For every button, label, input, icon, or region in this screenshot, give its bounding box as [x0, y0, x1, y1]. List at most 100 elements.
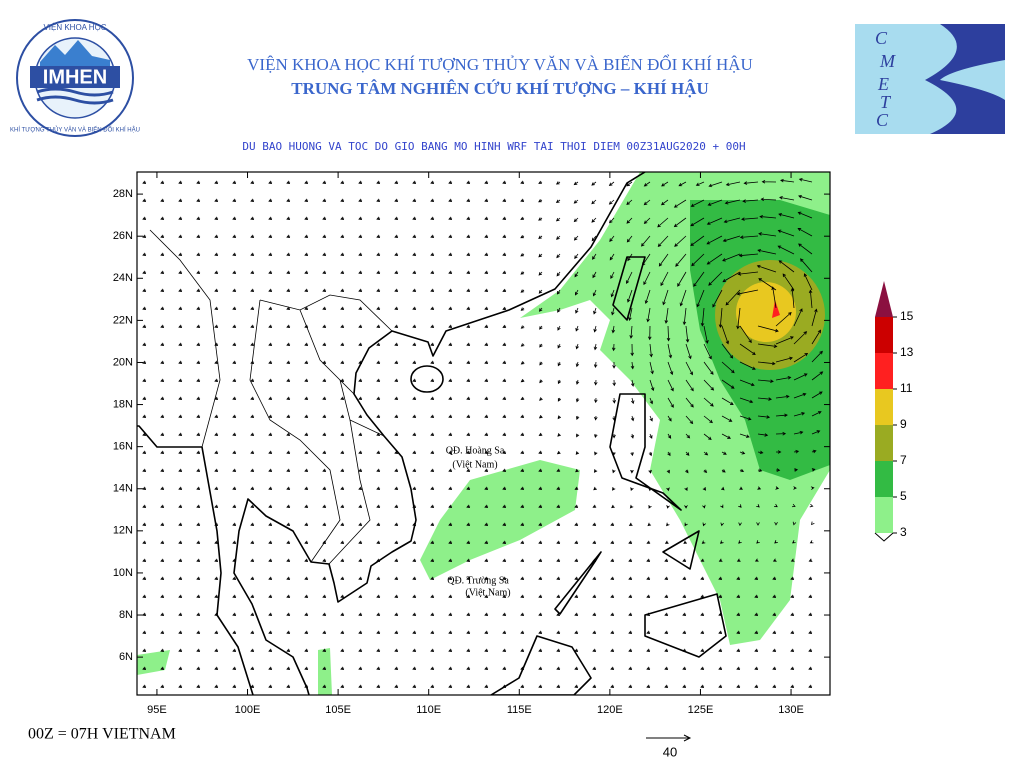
wind-arrow — [649, 415, 653, 422]
wind-arrow — [214, 684, 219, 688]
wind-arrow — [592, 504, 597, 508]
wind-arrow — [575, 307, 579, 314]
wind-arrow — [556, 271, 561, 277]
wind-arrow — [304, 540, 309, 544]
wind-arrow — [555, 181, 561, 185]
wind-arrow — [630, 415, 635, 422]
wind-arrow — [673, 217, 687, 228]
wind-arrow — [646, 307, 651, 323]
wind-arrow — [608, 217, 615, 224]
wind-arrow — [610, 558, 615, 562]
wind-arrow — [502, 612, 507, 616]
wind-arrow — [641, 235, 651, 247]
wind-arrow — [754, 612, 759, 616]
wind-arrow — [720, 504, 724, 509]
wind-arrow — [593, 486, 597, 491]
colorbar-segment — [875, 425, 893, 461]
wind-arrow — [693, 271, 705, 287]
wind-arrow — [232, 252, 237, 256]
wind-arrow — [268, 180, 273, 184]
wind-arrow — [232, 666, 237, 670]
wind-arrow — [286, 432, 291, 436]
wind-arrow — [539, 379, 543, 384]
wind-arrow — [757, 379, 774, 383]
place-label: QĐ. Trường Sa — [447, 575, 509, 586]
wind-arrow — [448, 558, 453, 562]
wind-arrow — [484, 216, 489, 220]
logo-letter: E — [877, 74, 889, 94]
wind-arrow — [484, 666, 489, 670]
wind-arrow — [250, 180, 255, 184]
wind-arrow — [304, 378, 309, 382]
wind-arrow — [538, 271, 543, 276]
wind-arrow — [412, 630, 417, 634]
wind-arrow — [286, 486, 291, 490]
wind-arrow — [430, 198, 435, 202]
wind-arrow — [196, 450, 201, 454]
wind-arrow — [178, 324, 183, 328]
wind-arrow — [557, 307, 561, 313]
time-note: 00Z = 07H VIETNAM — [28, 726, 176, 743]
wind-arrow — [703, 415, 713, 424]
wind-arrow — [286, 378, 291, 382]
wind-arrow — [250, 288, 255, 292]
wind-arrow — [628, 648, 633, 652]
wind-arrow — [232, 522, 237, 526]
wind-arrow — [250, 234, 255, 238]
wind-arrow — [142, 540, 147, 544]
wind-arrow — [809, 503, 814, 508]
wind-arrow — [448, 486, 453, 490]
wind-arrow — [322, 504, 327, 508]
wind-arrow — [539, 397, 543, 401]
wind-arrow — [739, 235, 759, 239]
wind-arrow — [466, 468, 471, 472]
wind-arrow — [611, 307, 615, 316]
wind-arrow — [232, 216, 237, 220]
wind-arrow — [772, 612, 777, 616]
wind-arrow — [178, 198, 183, 202]
wind-arrow — [736, 558, 741, 562]
wind-arrow — [466, 612, 471, 616]
wind-arrow — [539, 325, 543, 330]
wind-arrow — [608, 199, 615, 205]
wind-arrow — [412, 234, 417, 238]
wind-arrow — [412, 576, 417, 580]
wind-arrow — [340, 288, 345, 292]
wind-arrow — [142, 234, 147, 238]
wind-arrow — [322, 450, 327, 454]
wind-arrow — [430, 342, 435, 346]
wind-arrow — [322, 198, 327, 202]
colorbar-label: 15 — [900, 309, 914, 323]
wind-arrow — [721, 433, 731, 439]
wind-arrow — [556, 666, 561, 670]
wind-arrow — [649, 343, 653, 358]
wind-arrow — [556, 235, 561, 240]
wind-arrow — [574, 630, 579, 634]
wind-arrow — [594, 379, 598, 386]
wind-arrow — [628, 540, 633, 544]
wind-arrow — [793, 331, 808, 345]
wind-arrow — [696, 289, 705, 308]
wind-arrow — [754, 558, 759, 562]
wind-arrow — [808, 666, 813, 670]
wind-arrow — [232, 180, 237, 184]
wind-arrow — [520, 180, 525, 184]
wind-arrow — [684, 487, 688, 492]
wind-arrow — [304, 558, 309, 562]
wind-arrow — [538, 468, 543, 472]
wind-arrow — [657, 235, 669, 247]
wind-arrow — [685, 433, 691, 439]
wind-arrow — [340, 396, 345, 400]
wind-arrow — [142, 360, 147, 364]
wind-arrow — [340, 234, 345, 238]
wind-arrow — [286, 180, 291, 184]
wind-arrow — [610, 522, 615, 526]
wind-arrow — [268, 432, 273, 436]
wind-arrow — [196, 468, 201, 472]
wind-arrow — [358, 234, 363, 238]
place-label: QĐ. Hoàng Sa — [446, 445, 505, 456]
wind-arrow — [520, 648, 525, 652]
wind-arrow — [394, 180, 399, 184]
wind-arrow — [736, 684, 741, 688]
wind-arrow — [739, 486, 743, 490]
